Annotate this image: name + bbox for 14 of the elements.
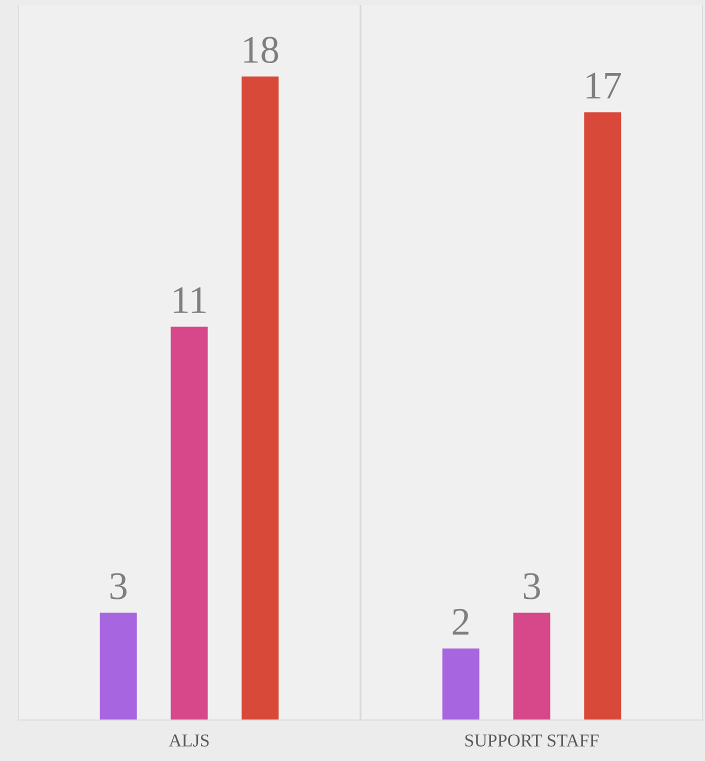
data-label: 3 bbox=[524, 573, 540, 600]
bar bbox=[170, 326, 208, 720]
bar bbox=[513, 612, 550, 720]
data-label: 3 bbox=[110, 573, 127, 600]
data-label: 18 bbox=[244, 36, 278, 64]
data-label: 11 bbox=[174, 287, 206, 313]
x-tick-label: SUPPORT STAFF bbox=[465, 734, 599, 747]
bar bbox=[100, 612, 137, 720]
x-tick-label: ALJS bbox=[168, 734, 209, 747]
data-label: 17 bbox=[586, 72, 621, 98]
bar bbox=[584, 112, 622, 720]
data-label: 2 bbox=[452, 608, 468, 635]
bar bbox=[242, 76, 279, 720]
bar bbox=[442, 648, 480, 720]
